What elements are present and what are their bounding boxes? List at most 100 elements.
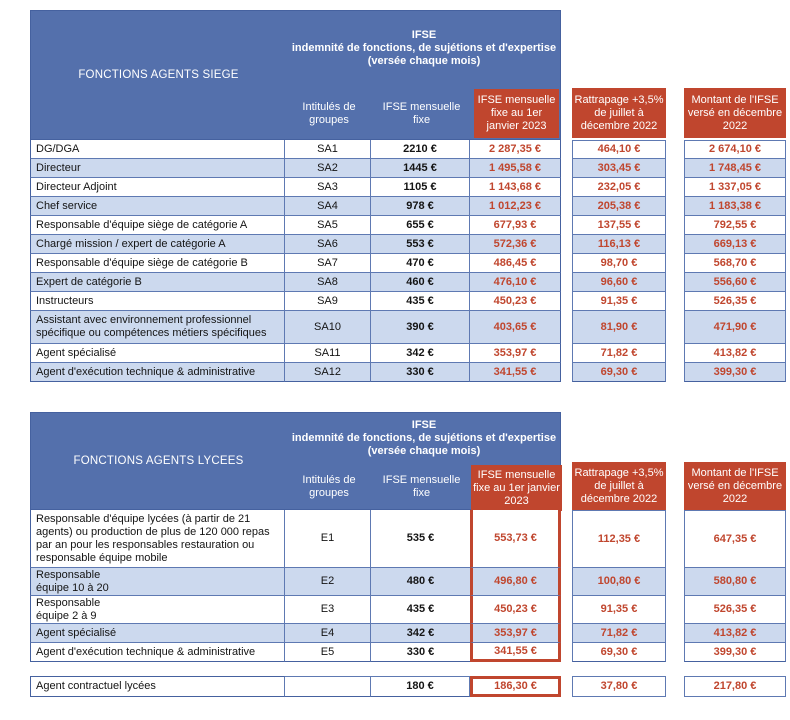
ifse-janvier-2023-cell: 450,23 € <box>470 596 561 624</box>
col-header-ifse-janvier-2023: IFSE mensuelle fixe au 1er janvier 2023 <box>471 465 562 511</box>
ifse-banner-lycees: IFSE indemnité de fonctions, de sujétion… <box>286 413 562 463</box>
section-title-lycees: FONCTIONS AGENTS LYCEES <box>73 455 244 467</box>
montant-cell: 647,35 € <box>684 510 786 568</box>
group-cell: SA4 <box>285 197 371 216</box>
function-cell: Responsable d'équipe lycées (à partir de… <box>30 510 285 568</box>
group-cell: SA8 <box>285 273 371 292</box>
montant-cell: 792,55 € <box>684 216 786 235</box>
ifse-fixe-cell: 342 € <box>371 624 470 643</box>
group-cell: SA5 <box>285 216 371 235</box>
function-cell: Directeur <box>30 159 285 178</box>
group-cell: SA3 <box>285 178 371 197</box>
ifse-fixe-cell: 535 € <box>371 510 470 568</box>
ifse-janvier-2023-cell: 450,23 € <box>470 292 561 311</box>
group-cell: SA6 <box>285 235 371 254</box>
ifse-janvier-2023-cell: 572,36 € <box>470 235 561 254</box>
ifse-janvier-2023-cell: 486,45 € <box>470 254 561 273</box>
group-cell: SA9 <box>285 292 371 311</box>
ifse-fixe-cell: 1445 € <box>371 159 470 178</box>
montant-cell: 413,82 € <box>684 344 786 363</box>
group-cell: E1 <box>285 510 371 568</box>
function-cell: Agent spécialisé <box>30 344 285 363</box>
montant-cell: 568,70 € <box>684 254 786 273</box>
table-lycees-body: Responsable d'équipe lycées (à partir de… <box>30 510 786 662</box>
table-lycees-header: FONCTIONS AGENTS LYCEES IFSE indemnité d… <box>30 412 562 511</box>
ifse-title-line2: indemnité de fonctions, de sujétions et … <box>291 42 557 54</box>
group-cell: E5 <box>285 643 371 662</box>
function-cell: Chef service <box>30 197 285 216</box>
ifse-fixe-cell: 553 € <box>371 235 470 254</box>
rattrapage-cell: 81,90 € <box>572 311 666 344</box>
rattrapage-cell: 71,82 € <box>572 624 666 643</box>
group-cell: SA12 <box>285 363 371 382</box>
ifse-janvier-2023-cell: 677,93 € <box>470 216 561 235</box>
table-contractuel-body: Agent contractuel lycées 180 €186,30 € 37,… <box>30 676 786 697</box>
rattrapage-cell: 69,30 € <box>572 643 666 662</box>
function-cell: Agent contractuel lycées <box>30 676 285 697</box>
ifse-fixe-cell: 342 € <box>371 344 470 363</box>
rattrapage-cell: 116,13 € <box>572 235 666 254</box>
col-header-montant-decembre: Montant de l'IFSE versé en décembre 2022 <box>684 462 786 510</box>
group-cell: E3 <box>285 596 371 624</box>
ifse-janvier-2023-cell: 341,55 € <box>470 363 561 382</box>
montant-cell: 1 337,05 € <box>684 178 786 197</box>
group-cell: SA11 <box>285 344 371 363</box>
rattrapage-cell: 137,55 € <box>572 216 666 235</box>
col-header-ifse-janvier-2023: IFSE mensuelle fixe au 1er janvier 2023 <box>474 89 559 138</box>
montant-cell: 556,60 € <box>684 273 786 292</box>
rattrapage-cell: 37,80 € <box>572 676 666 697</box>
ifse-fixe-cell: 390 € <box>371 311 470 344</box>
section-title-siege: FONCTIONS AGENTS SIEGE <box>78 69 239 81</box>
ifse-fixe-cell: 180 € <box>371 676 470 697</box>
ifse-fixe-cell: 470 € <box>371 254 470 273</box>
rattrapage-cell: 205,38 € <box>572 197 666 216</box>
montant-cell: 1 183,38 € <box>684 197 786 216</box>
ifse-janvier-2023-cell: 1 143,68 € <box>470 178 561 197</box>
ifse-title-line3: (versée chaque mois) <box>367 55 481 67</box>
col-header-rattrapage: Rattrapage +3,5% de juillet à décembre 2… <box>572 88 666 138</box>
ifse-janvier-2023-cell: 1 012,23 € <box>470 197 561 216</box>
montant-cell: 471,90 € <box>684 311 786 344</box>
function-cell: DG/DGA <box>30 140 285 159</box>
rattrapage-cell: 96,60 € <box>572 273 666 292</box>
function-cell: Assistant avec environnement professionn… <box>30 311 285 344</box>
ifse-janvier-2023-cell: 2 287,35 € <box>470 140 561 159</box>
rattrapage-cell: 91,35 € <box>572 292 666 311</box>
montant-cell: 526,35 € <box>684 596 786 624</box>
montant-cell: 526,35 € <box>684 292 786 311</box>
col-header-ifse-fixe: IFSE mensuelle fixe <box>382 474 461 499</box>
function-cell: Responsable d'équipe siège de catégorie … <box>30 216 285 235</box>
ifse-title-line1: IFSE <box>411 418 437 431</box>
col-header-ifse-fixe: IFSE mensuelle fixe <box>382 100 461 126</box>
ifse-fixe-cell: 330 € <box>371 363 470 382</box>
rattrapage-cell: 232,05 € <box>572 178 666 197</box>
ifse-janvier-2023-cell: 476,10 € <box>470 273 561 292</box>
ifse-fixe-cell: 2210 € <box>371 140 470 159</box>
rattrapage-cell: 69,30 € <box>572 363 666 382</box>
ifse-janvier-2023-cell: 496,80 € <box>470 568 561 596</box>
function-cell: Chargé mission / expert de catégorie A <box>30 235 285 254</box>
rattrapage-cell: 71,82 € <box>572 344 666 363</box>
montant-cell: 1 748,45 € <box>684 159 786 178</box>
col-header-rattrapage: Rattrapage +3,5% de juillet à décembre 2… <box>572 462 666 510</box>
ifse-fixe-cell: 655 € <box>371 216 470 235</box>
group-cell: SA2 <box>285 159 371 178</box>
ifse-janvier-2023-cell: 341,55 € <box>470 643 561 662</box>
montant-cell: 669,13 € <box>684 235 786 254</box>
function-cell: Directeur Adjoint <box>30 178 285 197</box>
col-header-groupes: Intitulés de groupes <box>302 100 356 126</box>
table-siege-body: DG/DGA SA1 2210 €2 287,35 € 464,10 € 2 674,1… <box>30 140 786 382</box>
montant-cell: 217,80 € <box>684 676 786 697</box>
montant-cell: 2 674,10 € <box>684 140 786 159</box>
col-header-groupes: Intitulés de groupes <box>302 474 356 499</box>
montant-cell: 580,80 € <box>684 568 786 596</box>
ifse-fixe-cell: 330 € <box>371 643 470 662</box>
ifse-janvier-2023-cell: 553,73 € <box>470 510 561 568</box>
group-cell: E2 <box>285 568 371 596</box>
function-cell: Agent spécialisé <box>30 624 285 643</box>
rattrapage-cell: 464,10 € <box>572 140 666 159</box>
function-cell: Expert de catégorie B <box>30 273 285 292</box>
function-cell: Instructeurs <box>30 292 285 311</box>
ifse-title-line3: (versée chaque mois) <box>367 444 481 457</box>
